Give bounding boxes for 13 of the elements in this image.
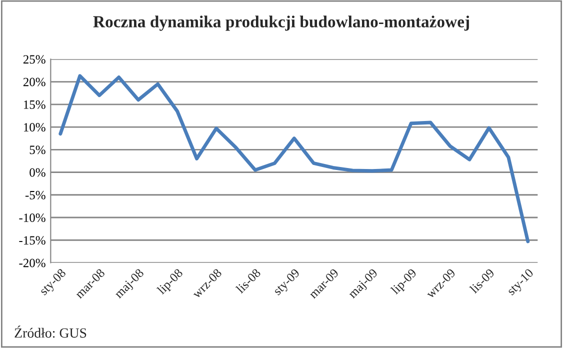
line-series <box>58 74 530 244</box>
y-tick-label: 20% <box>23 78 46 86</box>
y-tick-label: 0% <box>30 168 46 177</box>
y-tick-label: 15% <box>24 100 46 109</box>
y-tick-label: 10% <box>24 123 46 132</box>
text: Źródło: GUS <box>14 326 86 338</box>
y-tick-label: -20% <box>19 258 46 268</box>
y-tick-label: 25% <box>23 55 46 64</box>
y-tick-label: -10% <box>19 214 46 222</box>
y-tick-label: 5% <box>30 146 46 154</box>
y-tick-label: -15% <box>19 236 46 245</box>
y-tick-label: -5% <box>25 190 46 200</box>
chart-title: Roczna dynamika produkcji budowlano-montażowej <box>93 16 469 31</box>
